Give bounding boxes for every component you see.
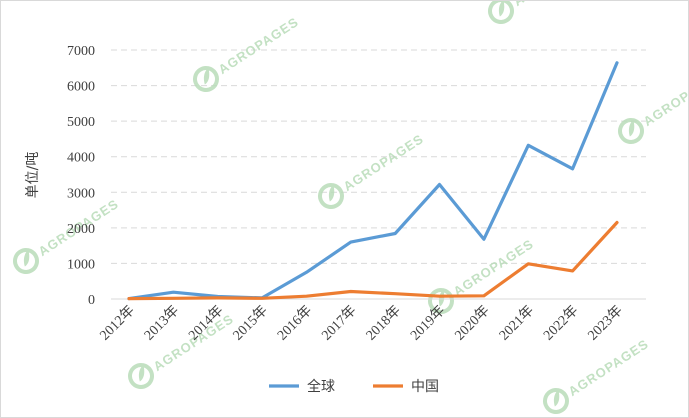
watermark-logo-icon: [13, 248, 39, 274]
y-tick-label: 0: [88, 293, 95, 308]
x-tick-label: 2017年: [319, 303, 360, 344]
watermark-text: AGROPAGES: [216, 14, 302, 77]
series-line-global: [127, 61, 619, 301]
legend-item: 全球: [269, 378, 335, 395]
legend-label: 中国: [411, 379, 439, 395]
watermark-logo-icon: [543, 388, 569, 414]
y-tick-label: 6000: [67, 80, 95, 95]
legend-item: 中国: [373, 379, 439, 395]
watermark: AGROPAGES: [318, 131, 427, 209]
watermark: AGROPAGES: [193, 14, 302, 92]
x-tick-label: 2023年: [585, 303, 626, 344]
x-tick-label: 2012年: [97, 303, 138, 344]
leaf-icon: [628, 119, 635, 137]
leaf-icon: [328, 184, 335, 202]
leaf-icon: [553, 389, 560, 407]
y-tick-label: 1000: [67, 257, 95, 272]
watermark-logo-icon: [128, 363, 154, 389]
watermark: AGROPAGES: [488, 1, 597, 24]
watermark-logo-icon: [193, 66, 219, 92]
x-tick-label: 2013年: [141, 303, 182, 344]
x-tick-label: 2019年: [407, 303, 448, 344]
gridlines: [111, 49, 646, 264]
watermark-text: AGROPAGES: [341, 131, 427, 194]
watermark-text: AGROPAGES: [511, 1, 597, 9]
y-axis-ticks: 0 1000 2000 3000 4000 5000 6000 7000: [67, 44, 95, 308]
x-axis-ticks: 2012年 2013年 2014年 2015年 2016年 2017年 2018年 2019年…: [97, 303, 626, 344]
watermark: AGROPAGES: [128, 311, 236, 389]
series-line-china: [127, 220, 619, 301]
watermarks: AGROPAGES AGROPAGES AGROPAGES AGROPAGES AGRO…: [13, 1, 688, 414]
x-tick-label: 2020年: [452, 303, 493, 344]
y-tick-label: 4000: [67, 151, 95, 166]
legend: 全球 中国: [269, 378, 439, 395]
x-tick-label: 2022年: [540, 303, 581, 344]
watermark-text: AGROPAGES: [566, 336, 652, 399]
leaf-icon: [203, 67, 210, 85]
leaf-icon: [498, 1, 505, 17]
y-tick-label: 2000: [67, 222, 95, 237]
series-lines: [127, 61, 619, 301]
y-tick-label: 3000: [67, 186, 95, 201]
watermark: AGROPAGES: [543, 336, 652, 414]
watermark-logo-icon: [488, 1, 514, 24]
x-tick-label: 2016年: [274, 303, 315, 344]
legend-label: 全球: [307, 378, 335, 395]
watermark-text: AGROPAGES: [641, 66, 688, 129]
watermark-logo-icon: [618, 118, 644, 144]
leaf-icon: [138, 364, 145, 382]
x-tick-label: 2015年: [230, 303, 271, 344]
leaf-icon: [23, 249, 30, 267]
x-tick-label: 2021年: [496, 303, 537, 344]
watermark-logo-icon: [318, 183, 344, 209]
watermark: AGROPAGES: [618, 66, 688, 144]
leaf-icon: [438, 289, 445, 307]
x-tick-label: 2018年: [363, 303, 404, 344]
y-tick-label: 5000: [67, 115, 95, 130]
y-axis-label: 单位/吨: [25, 152, 41, 199]
y-tick-label: 7000: [67, 44, 95, 59]
